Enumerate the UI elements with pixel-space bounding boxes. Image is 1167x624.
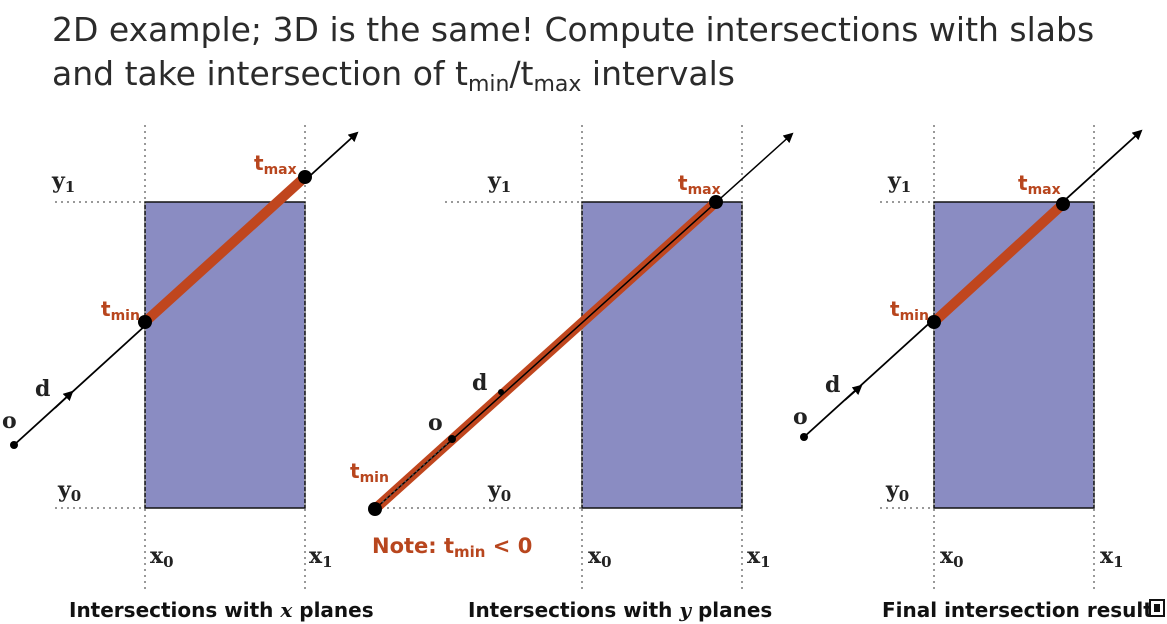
y0-label: y0 (487, 477, 511, 505)
direction-point (498, 389, 504, 395)
x1-label: x1 (309, 543, 333, 571)
tmin-label: tmin (350, 459, 389, 486)
tmin-point (368, 502, 382, 516)
tmax-label: tmax (1018, 171, 1061, 198)
y1-label: y1 (887, 168, 911, 196)
pane-final-result: y1 y0 x0 x1 d o tmin tmax (793, 125, 1143, 590)
origin-point (448, 435, 456, 443)
ray (374, 132, 794, 510)
tmin-label: tmin (890, 297, 929, 324)
o-label: o (793, 404, 808, 430)
y0-label: y0 (885, 477, 909, 505)
direction-arrow (54, 390, 74, 409)
tmax-point (1056, 197, 1070, 211)
title-line-2: and take intersection of tmin/tmax inter… (52, 54, 735, 97)
tmax-label: tmax (254, 151, 297, 178)
title-line-1: 2D example; 3D is the same! Compute inte… (52, 10, 1095, 49)
o-label: o (428, 410, 443, 436)
tmax-point (709, 195, 723, 209)
d-label: d (35, 376, 50, 402)
x1-label: x1 (1100, 543, 1124, 571)
caption-final-result: Final intersection result (882, 598, 1153, 622)
x0-label: x0 (940, 543, 964, 571)
x1-label: x1 (747, 543, 771, 571)
direction-arrow (844, 384, 863, 401)
tmin-point (138, 315, 152, 329)
y1-label: y1 (487, 168, 511, 196)
interval-segment (930, 200, 1067, 326)
o-label: o (2, 408, 17, 434)
ray-backward-dotted (374, 438, 453, 510)
tmin-point (927, 315, 941, 329)
origin-point (800, 433, 808, 441)
y1-label: y1 (51, 168, 75, 196)
tmin-label: tmin (101, 297, 140, 324)
x0-label: x0 (150, 543, 174, 571)
note-label: Note: tmin < 0 (372, 534, 532, 561)
d-label: d (472, 370, 487, 396)
x0-label: x0 (588, 543, 612, 571)
y0-label: y0 (57, 477, 81, 505)
pane-x-planes: y1 y0 x0 x1 d o tmin tmax (2, 125, 359, 590)
caption-y-planes: Intersections with y planes (468, 598, 773, 622)
tmax-point (298, 170, 312, 184)
pane-y-planes: y1 y0 x0 x1 d o tmin tmax Note: tmin < 0 (350, 125, 794, 590)
caption-x-planes: Intersections with x planes (69, 598, 374, 622)
d-label: d (825, 372, 840, 398)
interval-segment (141, 173, 309, 326)
slide-title: 2D example; 3D is the same! Compute inte… (52, 8, 1152, 96)
presentation-toggle-icon[interactable] (1149, 599, 1165, 617)
origin-point (10, 441, 18, 449)
tmax-label: tmax (678, 171, 721, 198)
